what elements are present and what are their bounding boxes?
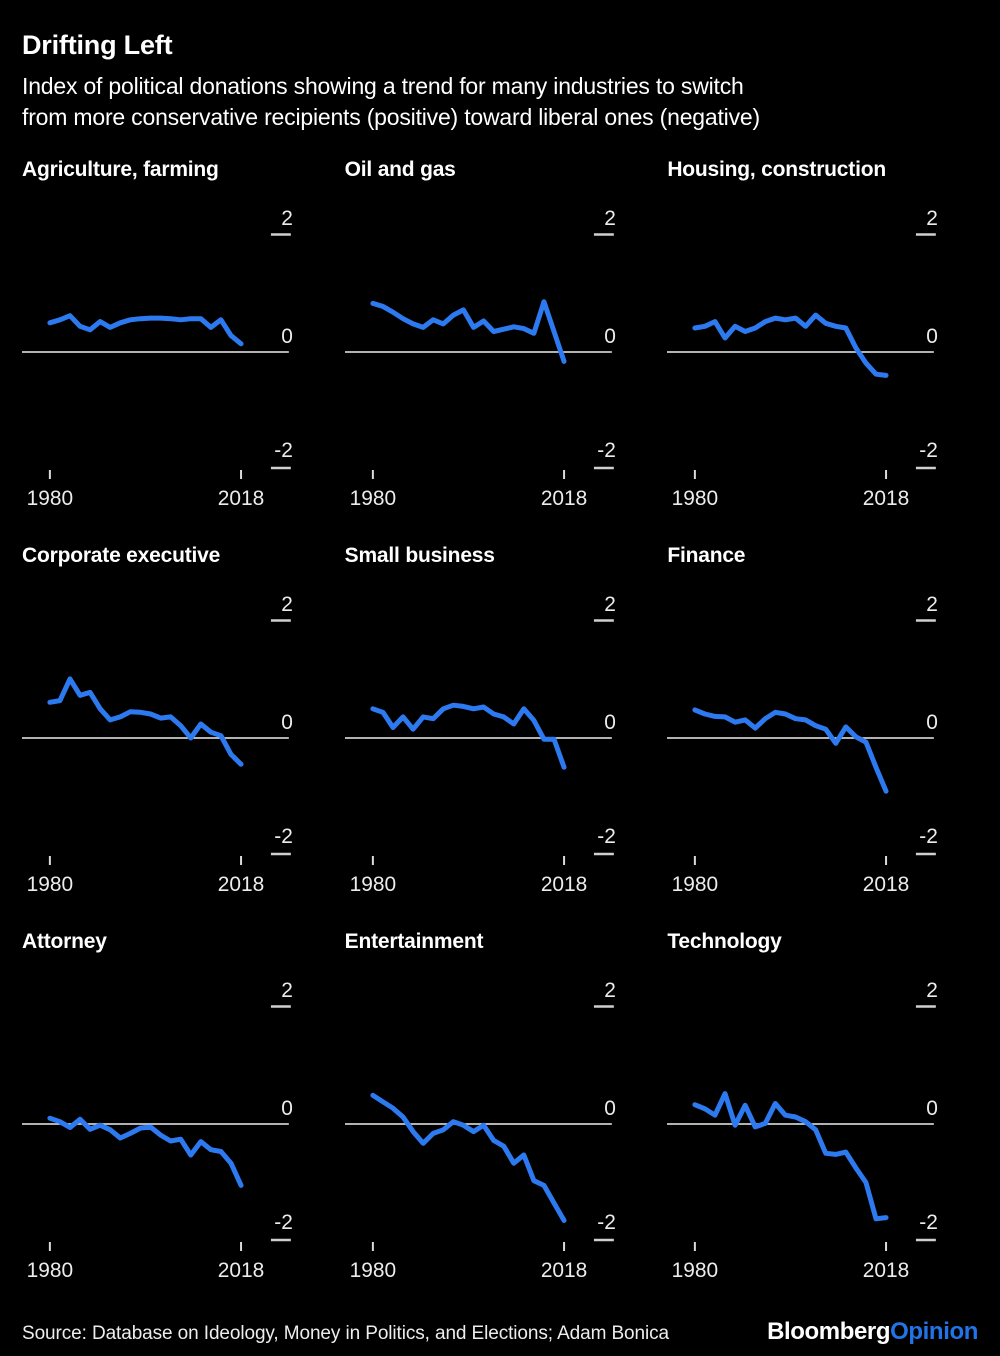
chart-subtitle: Index of political donations showing a t… bbox=[22, 71, 978, 133]
trend-line bbox=[47, 676, 244, 767]
y-tick-label-2: 2 bbox=[604, 207, 616, 230]
line-chart: 2 0 -2 1980 2018 bbox=[344, 979, 616, 1282]
bloomberg-opinion-logo: BloombergOpinion bbox=[767, 1318, 978, 1346]
line-chart: 2 0 -2 1980 2018 bbox=[22, 207, 293, 510]
chart-panel-finance: Finance 2 0 -2 1980 2018 bbox=[667, 544, 978, 903]
y-tick-label-neg2: -2 bbox=[274, 1211, 293, 1234]
logo-bloomberg: Bloomberg bbox=[767, 1318, 891, 1345]
y-tick-label-0: 0 bbox=[927, 711, 939, 734]
logo-opinion: Opinion bbox=[890, 1318, 978, 1345]
trend-line bbox=[370, 299, 567, 364]
y-tick-label-0: 0 bbox=[604, 325, 616, 348]
trend-line bbox=[370, 1092, 567, 1223]
x-tick-label-2018: 2018 bbox=[863, 1259, 909, 1282]
y-tick-label-neg2: -2 bbox=[597, 825, 616, 848]
chart-panel-small-business: Small business 2 0 -2 1980 2018 bbox=[344, 544, 656, 903]
x-tick-label-1980: 1980 bbox=[27, 1259, 73, 1282]
panel-title: Attorney bbox=[22, 930, 107, 953]
y-tick-label-0: 0 bbox=[281, 325, 293, 348]
subtitle-line-2: from more conservative recipients (posit… bbox=[22, 104, 760, 130]
chart-panel-technology: Technology 2 0 -2 1980 2018 bbox=[667, 930, 978, 1289]
y-tick-label-0: 0 bbox=[604, 711, 616, 734]
panel-title: Entertainment bbox=[344, 930, 484, 953]
x-tick-label-1980: 1980 bbox=[672, 487, 718, 510]
y-tick-label-2: 2 bbox=[281, 593, 293, 616]
subtitle-line-1: Index of political donations showing a t… bbox=[22, 73, 744, 99]
line-chart: 2 0 -2 1980 2018 bbox=[344, 207, 616, 510]
y-tick-label-2: 2 bbox=[927, 979, 939, 1002]
trend-line bbox=[47, 313, 244, 347]
panel-title: Technology bbox=[667, 930, 782, 953]
x-tick-label-2018: 2018 bbox=[863, 873, 909, 896]
x-tick-label-1980: 1980 bbox=[27, 873, 73, 896]
chart-panel-corporate-executive: Corporate executive 2 0 -2 1980 2018 bbox=[22, 544, 333, 903]
y-tick-label-neg2: -2 bbox=[920, 439, 939, 462]
chart-title: Drifting Left bbox=[22, 30, 173, 60]
small-multiples-grid: Agriculture, farming 2 0 -2 1980 2018 Oil and … bbox=[22, 158, 978, 1289]
line-chart: 2 0 -2 1980 2018 bbox=[667, 593, 939, 896]
trend-line bbox=[692, 707, 889, 794]
y-tick-label-2: 2 bbox=[281, 207, 293, 230]
x-tick-label-2018: 2018 bbox=[863, 487, 909, 510]
trend-line bbox=[47, 1115, 244, 1188]
x-tick-label-1980: 1980 bbox=[349, 1259, 395, 1282]
chart-panel-entertainment: Entertainment 2 0 -2 1980 2018 bbox=[344, 930, 656, 1289]
y-tick-label-0: 0 bbox=[927, 325, 939, 348]
x-tick-label-2018: 2018 bbox=[540, 1259, 586, 1282]
source-note: Source: Database on Ideology, Money in P… bbox=[22, 1323, 669, 1344]
x-tick-label-2018: 2018 bbox=[540, 873, 586, 896]
trend-line bbox=[692, 1091, 889, 1222]
y-tick-label-neg2: -2 bbox=[597, 439, 616, 462]
panel-title: Agriculture, farming bbox=[22, 158, 219, 181]
x-tick-label-1980: 1980 bbox=[27, 487, 73, 510]
x-tick-label-1980: 1980 bbox=[349, 873, 395, 896]
chart-header: Drifting Left Index of political donatio… bbox=[22, 30, 978, 133]
chart-footer: Source: Database on Ideology, Money in P… bbox=[22, 1318, 978, 1346]
panel-title: Finance bbox=[667, 544, 746, 567]
chart-panel-agriculture-farming: Agriculture, farming 2 0 -2 1980 2018 bbox=[22, 158, 333, 517]
y-tick-label-neg2: -2 bbox=[274, 439, 293, 462]
y-tick-label-2: 2 bbox=[281, 979, 293, 1002]
y-tick-label-neg2: -2 bbox=[920, 825, 939, 848]
chart-panel-oil-and-gas: Oil and gas 2 0 -2 1980 2018 bbox=[344, 158, 656, 517]
y-tick-label-2: 2 bbox=[927, 207, 939, 230]
x-tick-label-2018: 2018 bbox=[218, 487, 264, 510]
y-tick-label-neg2: -2 bbox=[274, 825, 293, 848]
panel-title: Small business bbox=[344, 544, 495, 567]
x-tick-label-2018: 2018 bbox=[218, 1259, 264, 1282]
chart-panel-attorney: Attorney 2 0 -2 1980 2018 bbox=[22, 930, 333, 1289]
y-tick-label-neg2: -2 bbox=[597, 1211, 616, 1234]
y-tick-label-2: 2 bbox=[927, 593, 939, 616]
y-tick-label-0: 0 bbox=[281, 711, 293, 734]
y-tick-label-neg2: -2 bbox=[920, 1211, 939, 1234]
x-tick-label-2018: 2018 bbox=[218, 873, 264, 896]
y-tick-label-2: 2 bbox=[604, 979, 616, 1002]
y-tick-label-0: 0 bbox=[927, 1097, 939, 1120]
x-tick-label-1980: 1980 bbox=[672, 1259, 718, 1282]
line-chart: 2 0 -2 1980 2018 bbox=[22, 593, 293, 896]
line-chart: 2 0 -2 1980 2018 bbox=[344, 593, 616, 896]
line-chart: 2 0 -2 1980 2018 bbox=[667, 207, 939, 510]
x-tick-label-2018: 2018 bbox=[540, 487, 586, 510]
panel-title: Corporate executive bbox=[22, 544, 221, 567]
line-chart: 2 0 -2 1980 2018 bbox=[22, 979, 293, 1282]
chart-panel-housing-construction: Housing, construction 2 0 -2 1980 2018 bbox=[667, 158, 978, 517]
y-tick-label-0: 0 bbox=[281, 1097, 293, 1120]
x-tick-label-1980: 1980 bbox=[672, 873, 718, 896]
panel-title: Housing, construction bbox=[667, 158, 886, 181]
y-tick-label-2: 2 bbox=[604, 593, 616, 616]
panel-title: Oil and gas bbox=[344, 158, 456, 181]
line-chart: 2 0 -2 1980 2018 bbox=[667, 979, 939, 1282]
y-tick-label-0: 0 bbox=[604, 1097, 616, 1120]
x-tick-label-1980: 1980 bbox=[349, 487, 395, 510]
trend-line bbox=[370, 702, 567, 770]
trend-line bbox=[692, 312, 889, 378]
